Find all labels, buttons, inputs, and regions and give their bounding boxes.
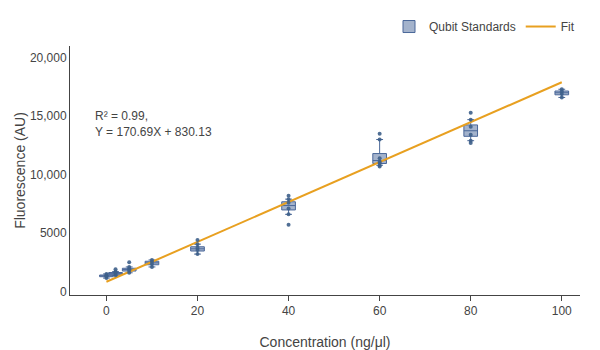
svg-text:10,000: 10,000 [30,168,67,182]
svg-text:20: 20 [191,304,205,318]
svg-text:80: 80 [464,304,478,318]
svg-text:15,000: 15,000 [30,109,67,123]
svg-text:0: 0 [103,304,110,318]
svg-text:Fit: Fit [561,20,575,34]
svg-text:0: 0 [60,285,67,299]
svg-text:Concentration (ng/μl): Concentration (ng/μl) [259,334,390,350]
svg-text:Fluorescence (AU): Fluorescence (AU) [12,112,28,229]
svg-text:5000: 5000 [40,226,67,240]
svg-text:20,000: 20,000 [30,51,67,65]
svg-text:100: 100 [552,304,572,318]
svg-text:R² = 0.99,Y = 170.69X + 830.13: R² = 0.99,Y = 170.69X + 830.13 [95,109,212,139]
svg-text:40: 40 [282,304,296,318]
svg-text:60: 60 [373,304,387,318]
svg-text:Qubit Standards: Qubit Standards [429,20,516,34]
